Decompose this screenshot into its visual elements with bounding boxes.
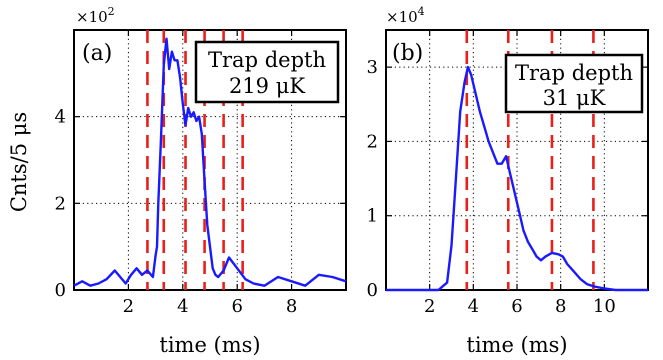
x-tick-label: 10 (593, 296, 616, 317)
series-line (73, 37, 347, 287)
panel-a: 2 4 6 8 0 2 4 (a) Trap depth 219 μK ×102 time … (55, 5, 347, 357)
y-tick-label: 3 (367, 57, 378, 78)
x-tick-label: 4 (177, 296, 188, 317)
y-tick-label: 0 (367, 280, 378, 301)
panel-a-ticks: 2 4 6 8 0 2 4 (55, 30, 346, 317)
panel-b-grid (386, 30, 648, 290)
panel-b-ticks: 2 4 6 8 10 0 1 2 3 (367, 30, 648, 317)
x-tick-label: 6 (231, 296, 242, 317)
x-tick-label: 6 (511, 296, 522, 317)
panel-b: 2 4 6 8 10 0 1 2 3 (b) Trap depth 31 μK ×104 tim… (367, 5, 649, 357)
x-tick-label: 2 (123, 296, 134, 317)
panel-a-multiplier: ×102 (76, 5, 115, 26)
panel-b-series (386, 65, 648, 292)
panel-b-multiplier: ×104 (386, 5, 425, 26)
y-tick-label: 4 (55, 107, 66, 128)
panel-a-annotation-line2: 219 μK (229, 74, 305, 98)
panel-b-annotation-box: Trap depth 31 μK (504, 53, 644, 114)
panel-a-annotation-line1: Trap depth (208, 48, 326, 72)
panel-a-annotation-box: Trap depth 219 μK (194, 40, 340, 104)
x-tick-label: 8 (555, 296, 566, 317)
x-tick-label: 4 (468, 296, 479, 317)
y-tick-label: 0 (55, 280, 66, 301)
panel-b-annotation-line2: 31 μK (543, 86, 606, 110)
y-tick-label: 1 (367, 206, 378, 227)
panel-a-frame (73, 29, 347, 291)
panel-a-series (73, 37, 347, 287)
y-tick-label: 2 (367, 131, 378, 152)
x-tick-label: 2 (424, 296, 435, 317)
panel-a-grid (74, 30, 346, 290)
panel-a-label: (a) (82, 41, 112, 66)
panel-b-x-label: time (ms) (466, 333, 567, 357)
y-axis-label: Cnts/5 μs (7, 112, 31, 212)
panel-b-annotation-line1: Trap depth (515, 61, 633, 85)
series-line (386, 65, 648, 292)
x-tick-label: 8 (286, 296, 297, 317)
panel-b-label: (b) (392, 41, 423, 66)
y-tick-label: 2 (55, 193, 66, 214)
panel-a-x-label: time (ms) (159, 333, 260, 357)
